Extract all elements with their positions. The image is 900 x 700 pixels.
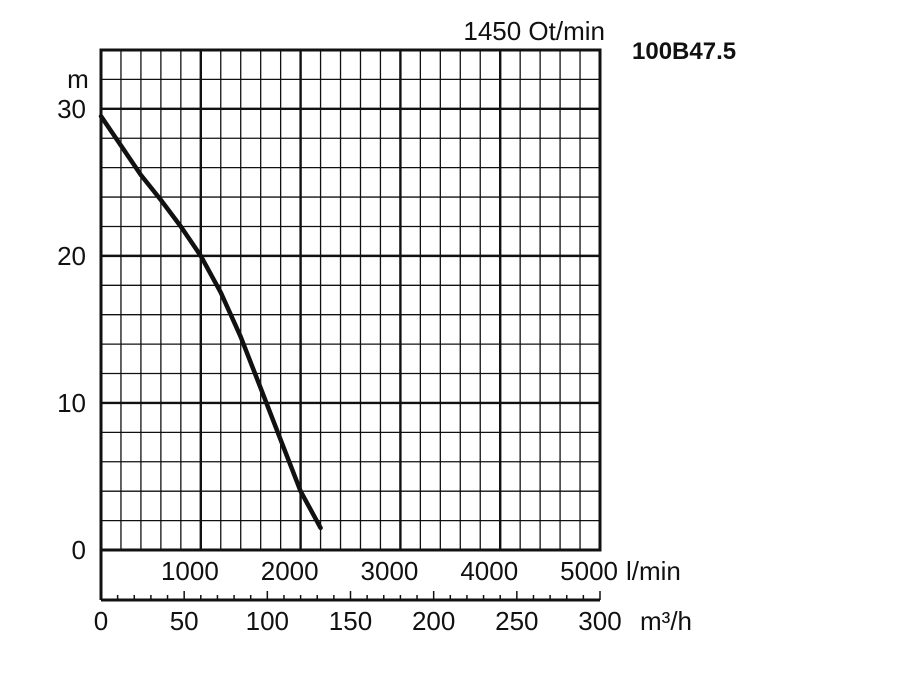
- m3h-tick-label: 300: [578, 606, 621, 636]
- y-tick-label: 30: [57, 94, 86, 124]
- y-axis-unit-label: m: [67, 64, 89, 94]
- chart-title: 1450 Ot/min: [463, 16, 605, 46]
- m3h-tick-label: 100: [246, 606, 289, 636]
- x-axis-m3h-unit-label: m³/h: [640, 606, 692, 636]
- m3h-tick-label: 150: [329, 606, 372, 636]
- y-tick-label: 0: [72, 535, 86, 565]
- model-label: 100B47.5: [632, 38, 736, 65]
- lmin-tick-label: 3000: [361, 556, 419, 586]
- m3h-tick-label: 0: [94, 606, 108, 636]
- m3h-tick-label: 250: [495, 606, 538, 636]
- y-tick-label: 20: [57, 241, 86, 271]
- m3h-tick-label: 200: [412, 606, 455, 636]
- lmin-tick-label: 4000: [460, 556, 518, 586]
- lmin-tick-labels: 1000 2000 3000 4000 5000: [161, 556, 618, 586]
- head-flow-curve: [98, 113, 323, 531]
- m3h-tick-label: 50: [170, 606, 199, 636]
- plot-frame: [99, 48, 602, 552]
- lmin-tick-label: 2000: [261, 556, 319, 586]
- m3h-tick-labels: 0 50 100 150 200 250 300: [94, 606, 622, 636]
- x-axis-lmin-unit-label: l/min: [626, 556, 681, 586]
- lmin-tick-label: 5000: [560, 556, 618, 586]
- y-tick-labels: 0 10 20 30: [57, 94, 86, 565]
- lmin-tick-label: 1000: [161, 556, 219, 586]
- y-tick-label: 10: [57, 388, 86, 418]
- m3h-tick-marks: [100, 591, 601, 600]
- minor-grid: [101, 49, 600, 550]
- major-grid: [101, 50, 600, 550]
